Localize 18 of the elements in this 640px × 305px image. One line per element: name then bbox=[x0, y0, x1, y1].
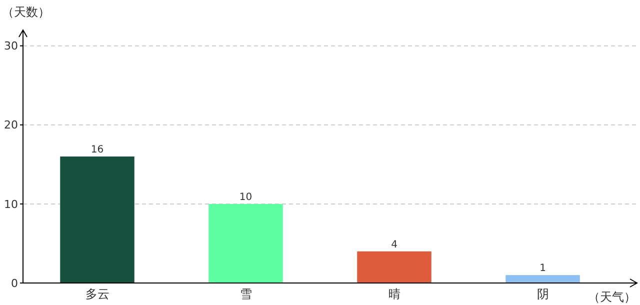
y-tick-label: 20 bbox=[4, 118, 18, 132]
y-tick-label: 10 bbox=[4, 198, 18, 211]
x-axis-title: （天气） bbox=[588, 290, 636, 304]
bar bbox=[208, 204, 283, 283]
bar bbox=[357, 251, 432, 283]
x-tick-label: 晴 bbox=[388, 287, 400, 301]
data-label: 4 bbox=[391, 239, 398, 250]
data-label: 16 bbox=[90, 144, 104, 156]
data-label: 1 bbox=[540, 263, 546, 274]
bar bbox=[506, 275, 580, 283]
y-tick-label: 30 bbox=[4, 40, 18, 53]
y-axis-title: （天数） bbox=[2, 5, 50, 19]
x-tick-label: 雪 bbox=[240, 287, 252, 301]
bar bbox=[60, 156, 134, 283]
x-tick-label: 多云 bbox=[85, 287, 110, 301]
data-label: 10 bbox=[239, 192, 252, 203]
x-tick-label: 阴 bbox=[536, 287, 549, 301]
y-tick-label: 0 bbox=[11, 276, 18, 290]
